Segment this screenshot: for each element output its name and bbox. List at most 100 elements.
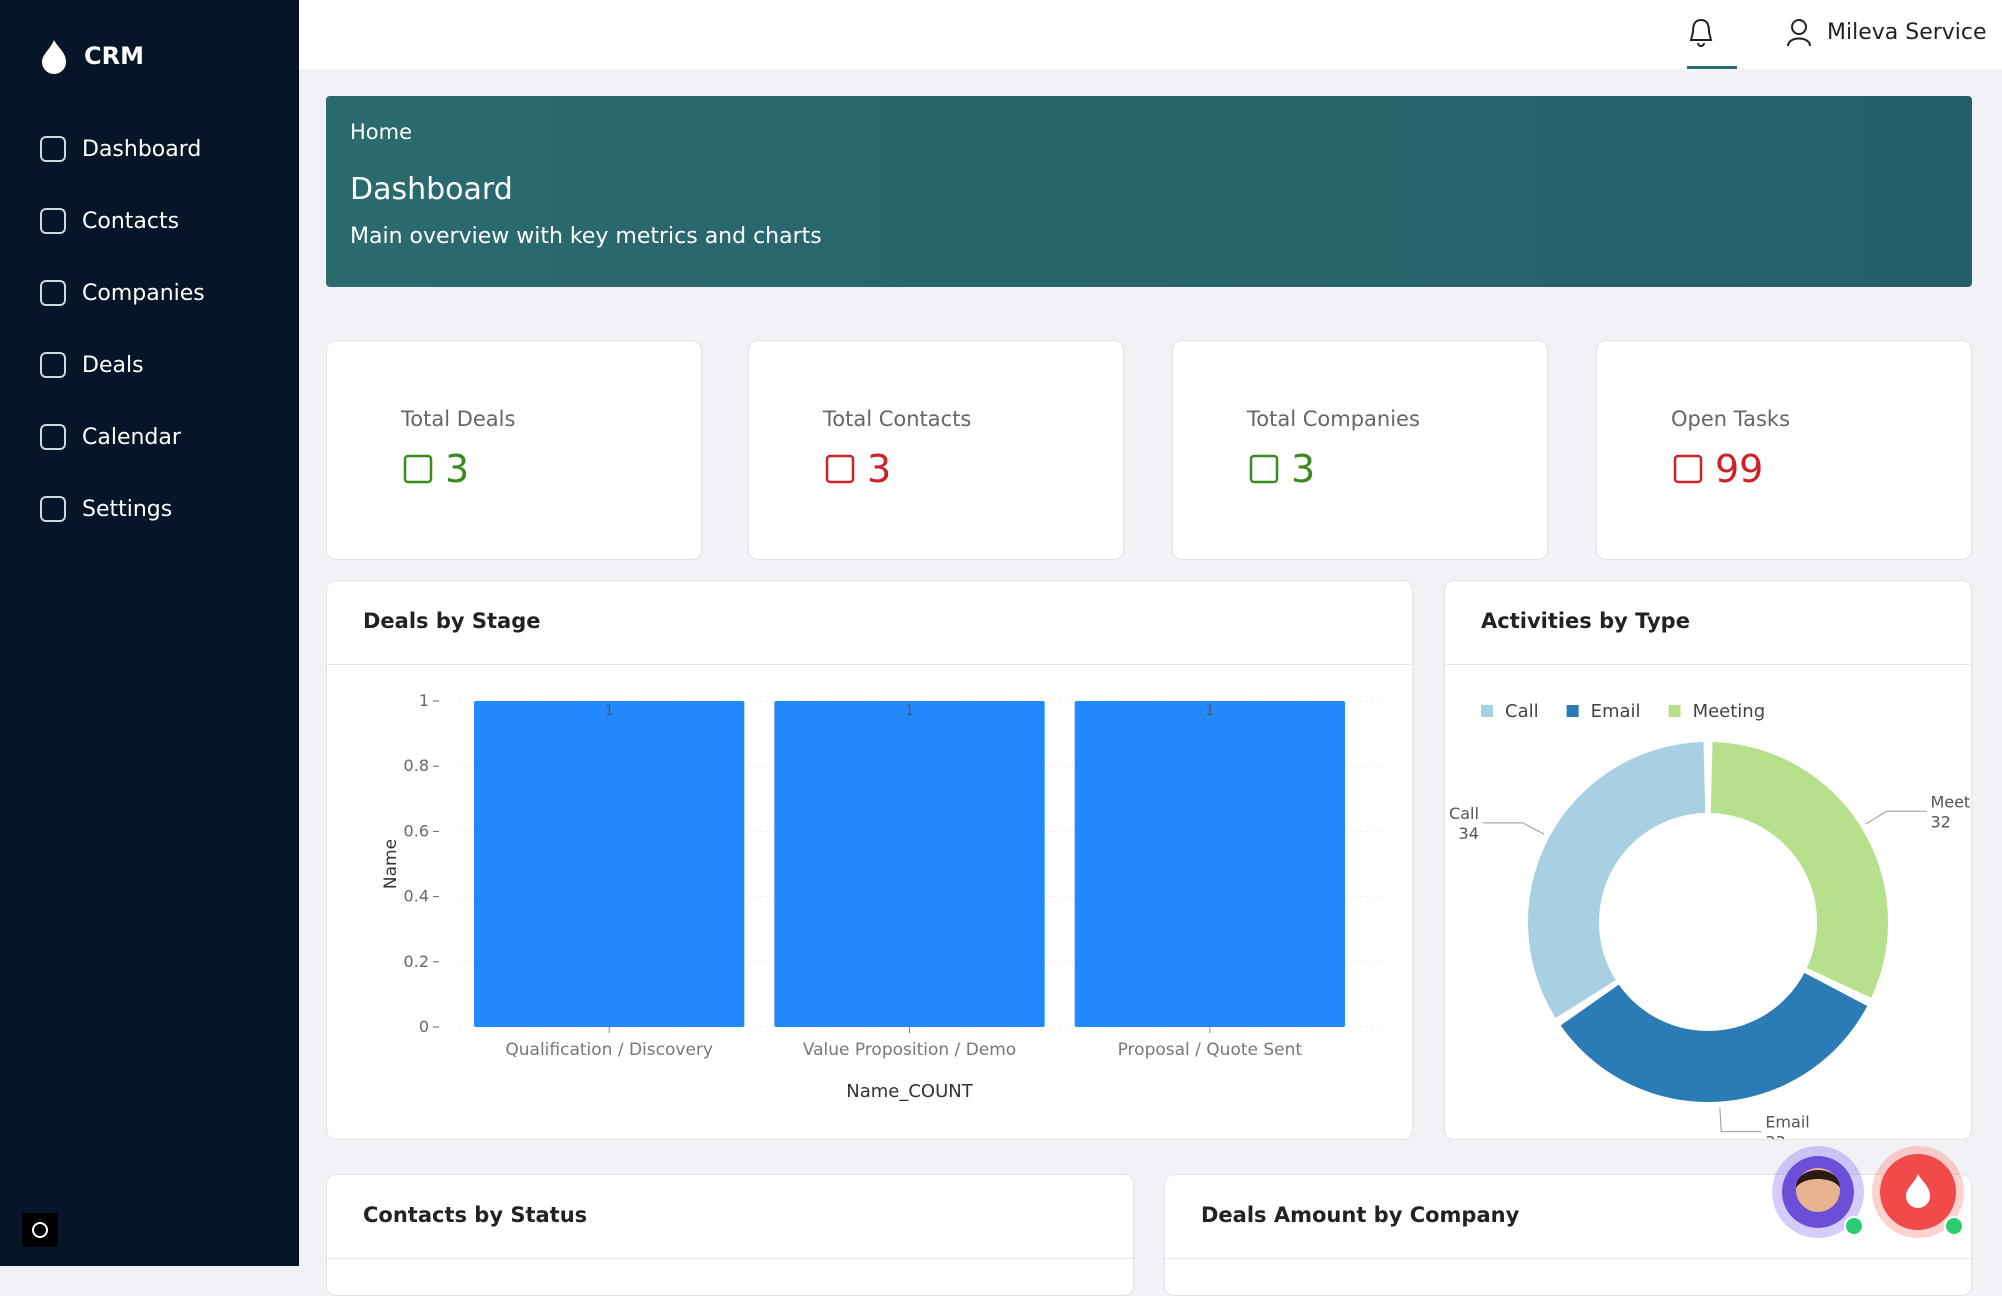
legend-label: Meeting xyxy=(1693,701,1766,722)
stat-icon xyxy=(825,454,855,484)
slice-label: Email xyxy=(1765,1113,1809,1132)
nav-icon xyxy=(40,496,66,522)
nav-item[interactable]: Contacts xyxy=(40,208,179,234)
legend-label: Email xyxy=(1591,701,1641,722)
leader-line xyxy=(1865,810,1927,825)
topbar: Mileva Service xyxy=(299,0,2002,69)
nav-icon xyxy=(40,208,66,234)
stat-label: Open Tasks xyxy=(1671,407,1791,431)
nav-item[interactable]: Settings xyxy=(40,496,172,522)
logo xyxy=(42,40,66,74)
brand: CRM xyxy=(84,42,144,70)
stat-icon xyxy=(1249,454,1279,484)
stat-value: 99 xyxy=(1715,447,1764,491)
floating-buttons xyxy=(1772,1146,1964,1238)
data-label: 1 xyxy=(605,703,614,719)
bar xyxy=(774,701,1045,1027)
leader-line xyxy=(1482,822,1545,835)
chart-card: Contacts by Status xyxy=(326,1174,1134,1296)
chart-title: Contacts by Status xyxy=(363,1203,588,1227)
stat-value-row: 99 xyxy=(1671,447,1763,491)
stat-icon xyxy=(403,454,433,484)
x-tick-label: Proposal / Quote Sent xyxy=(1118,1040,1303,1060)
bar xyxy=(1074,701,1345,1027)
data-label: 1 xyxy=(905,703,914,719)
y-tick-label: 0.8 xyxy=(404,756,429,775)
nav-icon xyxy=(40,136,66,162)
y-axis-label: Name xyxy=(381,839,401,889)
chart-title: Deals by Stage xyxy=(363,609,541,633)
breadcrumb[interactable]: Home xyxy=(350,120,413,144)
nav-item[interactable]: Calendar xyxy=(40,424,181,450)
icon-shape xyxy=(1249,454,1279,484)
nav-item[interactable]: Dashboard xyxy=(40,136,201,162)
donut-slice xyxy=(1710,742,1888,998)
y-tick-label: 0.2 xyxy=(404,952,429,971)
stat-value: 3 xyxy=(445,447,470,491)
x-tick-label: Qualification / Discovery xyxy=(505,1040,713,1060)
stat-label: Total Deals xyxy=(401,407,516,431)
active-tab xyxy=(1687,66,1737,69)
nav-label: Contacts xyxy=(82,208,180,234)
x-axis-label: Name_COUNT xyxy=(846,1081,973,1102)
nav-label: Settings xyxy=(82,496,173,522)
slice-value: 33 xyxy=(1765,1133,1785,1139)
nav-icon xyxy=(40,280,66,306)
donut-chart: CallEmailMeetingMeeting32Email33Call34 xyxy=(1449,701,1971,1139)
nav-label: Companies xyxy=(82,280,205,306)
chart-title: Deals Amount by Company xyxy=(1201,1203,1520,1227)
legend-swatch xyxy=(1481,705,1493,717)
legend-swatch xyxy=(1668,705,1681,717)
notifications[interactable] xyxy=(1686,16,1716,50)
chart-title: Activities by Type xyxy=(1481,609,1690,633)
nav-label: Dashboard xyxy=(82,136,202,162)
settings-button[interactable] xyxy=(22,1213,58,1247)
data-label: 1 xyxy=(1205,703,1214,719)
nav-icon xyxy=(40,424,66,450)
donut-slice xyxy=(1560,972,1868,1102)
slice-value: 34 xyxy=(1459,824,1479,843)
nav-icon xyxy=(40,352,66,378)
stat-value-row: 3 xyxy=(401,447,469,491)
stat-value-row: 3 xyxy=(823,447,891,491)
leader-line xyxy=(1719,1107,1762,1133)
stat-card: Total Contacts 3 xyxy=(748,340,1124,560)
user-icon xyxy=(1787,19,1811,47)
slice-label: Call xyxy=(1449,804,1479,823)
icon-shape xyxy=(825,454,855,484)
legend-label: Call xyxy=(1505,701,1539,722)
nav-label: Calendar xyxy=(82,424,181,450)
nav-item[interactable]: Deals xyxy=(40,352,144,378)
bar xyxy=(474,701,745,1027)
user-name[interactable]: Mileva Service xyxy=(1827,20,1987,45)
page-subtitle: Main overview with key metrics and chart… xyxy=(350,224,822,249)
stat-card: Total Companies 3 xyxy=(1172,340,1548,560)
nav-label: Deals xyxy=(82,352,144,378)
donut-slice xyxy=(1528,742,1706,1018)
stat-card: Open Tasks 99 xyxy=(1596,340,1972,560)
status-dot xyxy=(1844,1216,1864,1236)
icon-shape xyxy=(403,454,433,484)
chart-card: Deals by Stage 0 0.2 0.4 0.6 0.8 1 Name Name_CO… xyxy=(326,580,1413,1140)
legend-swatch xyxy=(1566,705,1579,717)
y-tick-label: 0.4 xyxy=(404,887,429,906)
stat-card: Total Deals 3 xyxy=(326,340,702,560)
nav-item[interactable]: Companies xyxy=(40,280,205,306)
slice-value: 32 xyxy=(1930,812,1950,831)
banner: Home Dashboard Main overview with key me… xyxy=(326,96,1972,287)
stat-icon xyxy=(1673,454,1703,484)
bar-chart: 0 0.2 0.4 0.6 0.8 1 Name Name_COUNT 1 Qualificati… xyxy=(381,691,1380,1102)
slice-label: Meeting xyxy=(1930,792,1971,811)
stat-label: Total Contacts xyxy=(823,407,972,431)
stat-label: Total Companies xyxy=(1247,407,1420,431)
y-tick-label: 0.6 xyxy=(404,821,429,840)
chart-card: Activities by Type Call Email Meeting Meeti… xyxy=(1444,580,1972,1140)
sidebar: CRM Dashboard Contacts Companies Deals Calen… xyxy=(0,0,299,1266)
x-tick-label: Value Proposition / Demo xyxy=(803,1040,1016,1060)
y-tick-label: 0 xyxy=(419,1017,429,1036)
stat-value: 3 xyxy=(867,447,892,491)
y-tick-label: 1 xyxy=(419,691,429,710)
page-title: Dashboard xyxy=(350,172,513,207)
stat-value: 3 xyxy=(1291,447,1316,491)
